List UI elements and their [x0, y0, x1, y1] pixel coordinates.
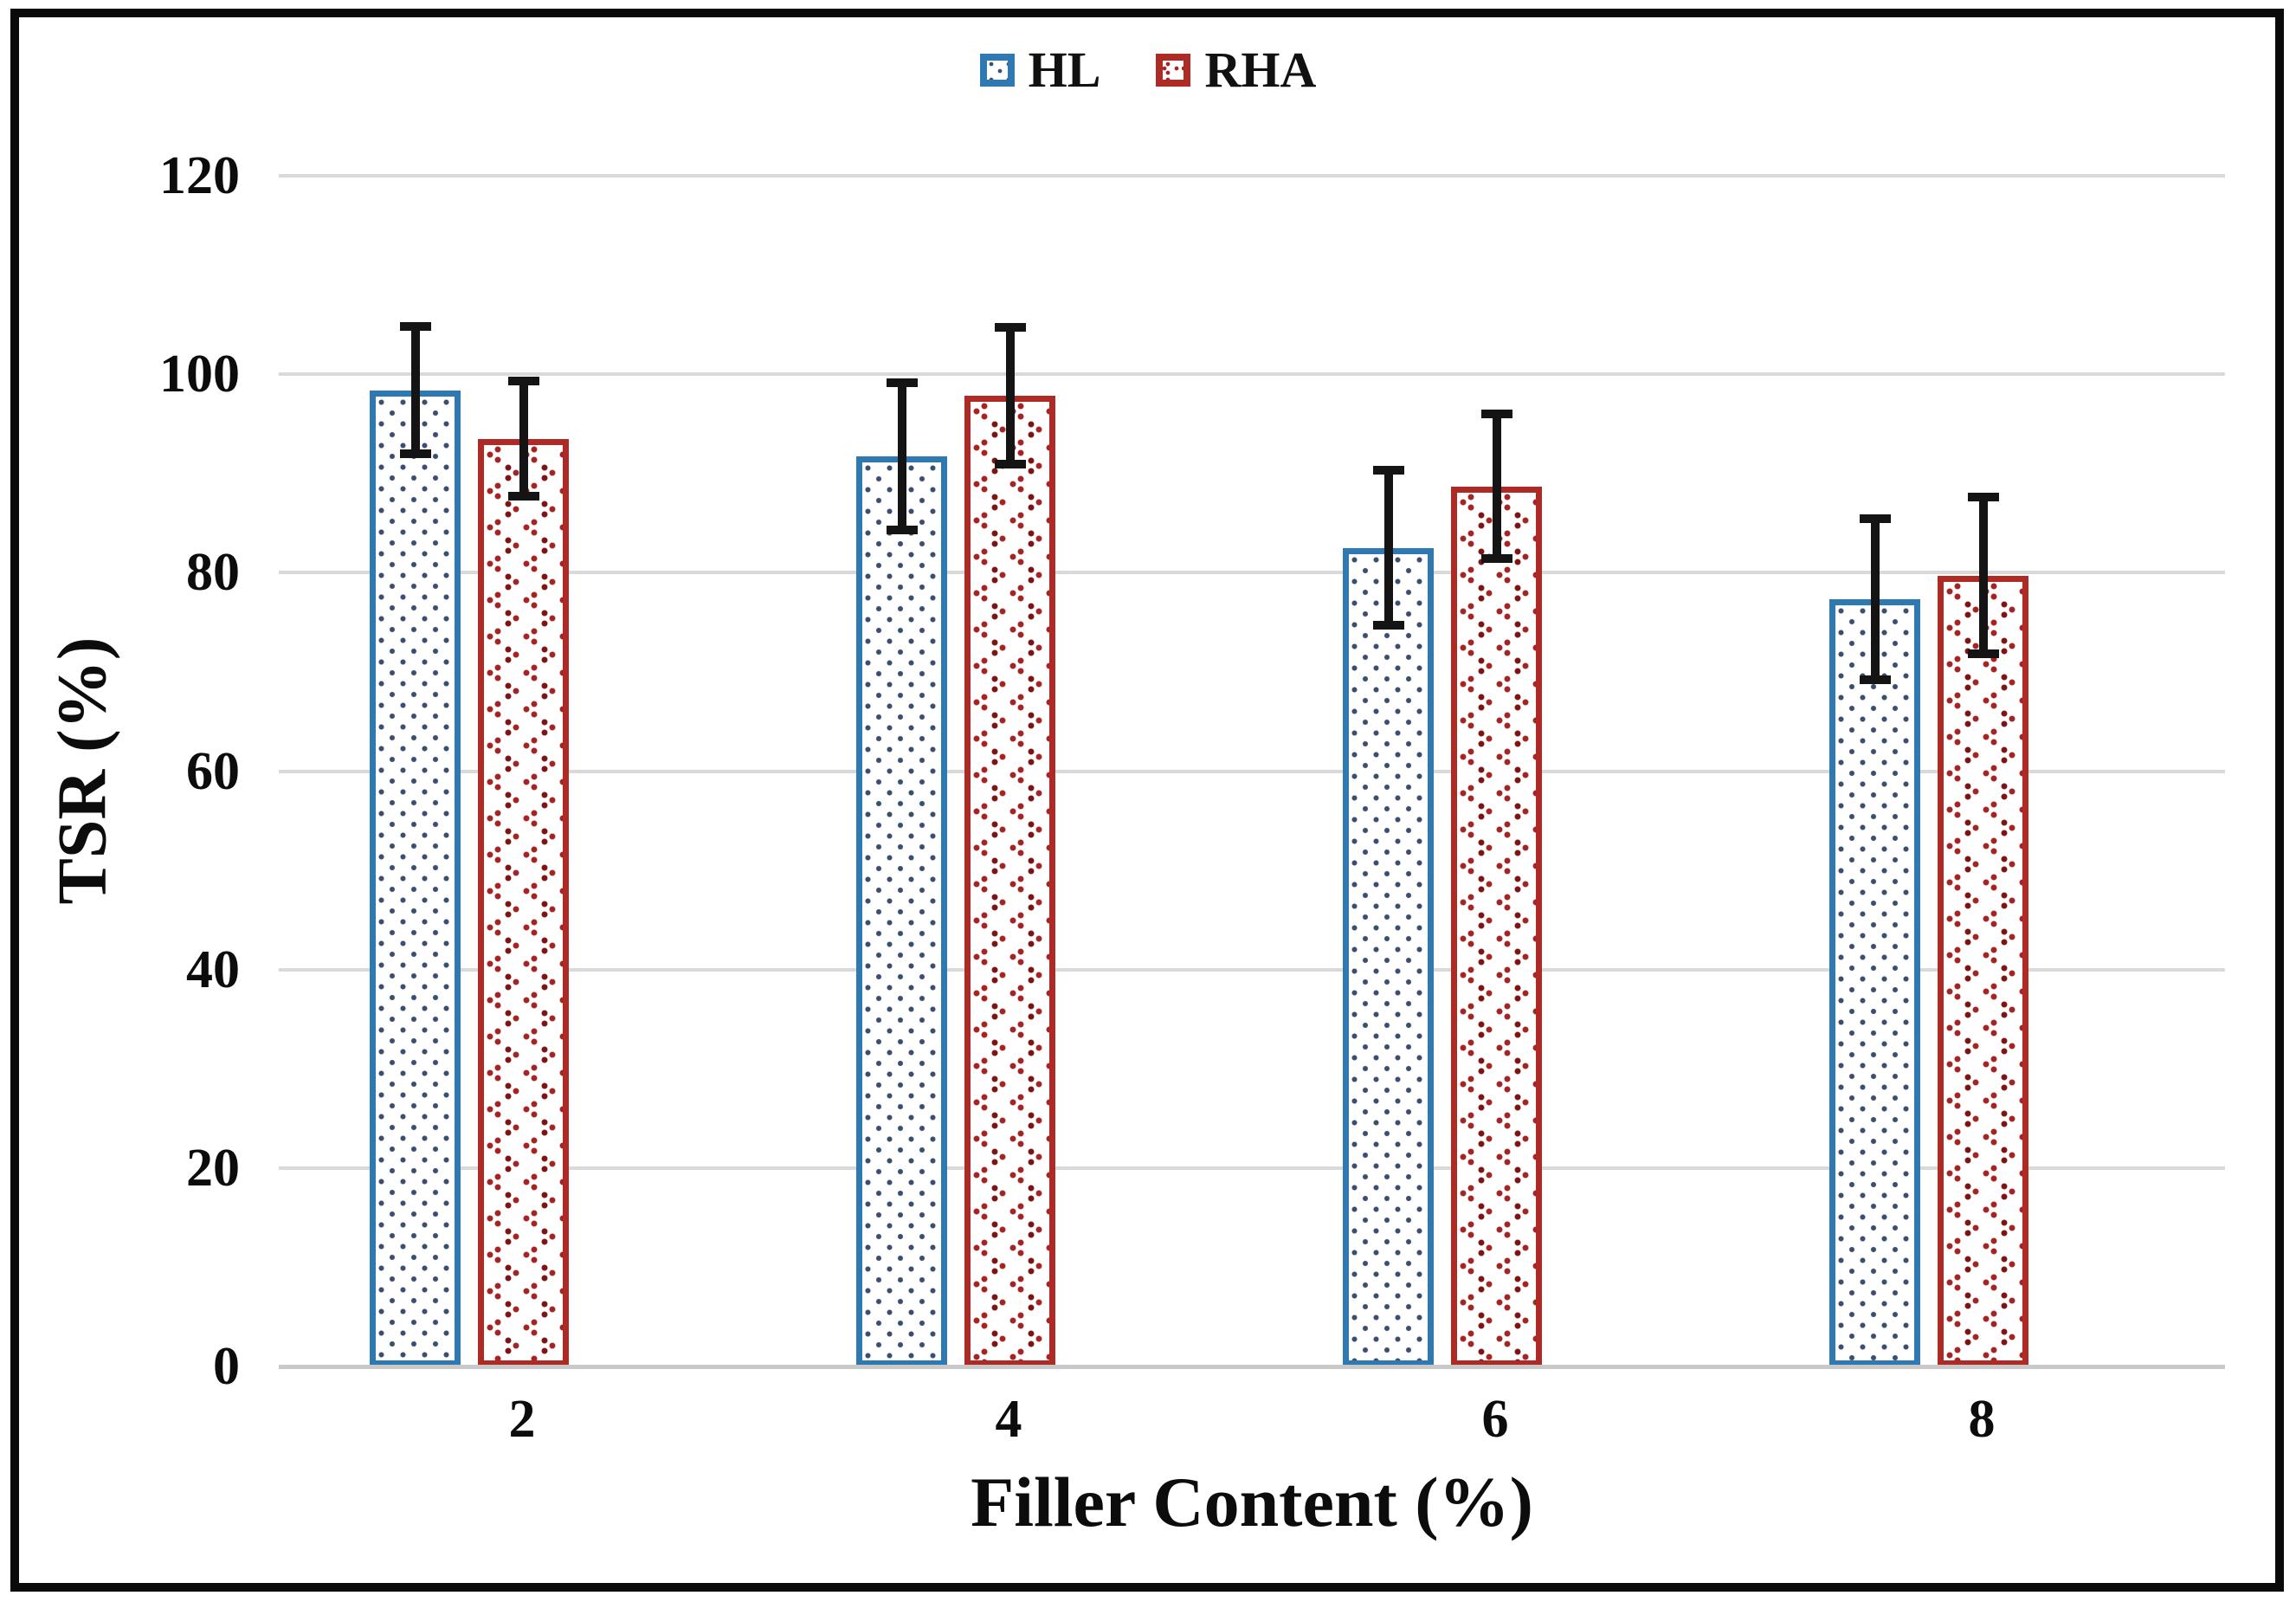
y-axis-title: TSR (%)	[44, 636, 121, 905]
error-bar-cap-top-rha-6	[1480, 410, 1512, 418]
error-bar-cap-bottom-rha-6	[1480, 554, 1512, 564]
legend: HL RHA	[0, 45, 2296, 95]
bar-hl-4	[856, 456, 947, 1366]
error-bar-cap-top-hl-2	[399, 322, 431, 332]
gridline-y-80	[279, 571, 2225, 575]
error-bar-stem-hl-6	[1383, 470, 1393, 626]
error-bar-cap-top-hl-6	[1372, 466, 1404, 475]
legend-item-hl: HL	[979, 42, 1101, 98]
error-bar-cap-top-rha-4	[994, 323, 1026, 333]
x-axis-title: Filler Content (%)	[971, 1463, 1533, 1541]
gridline-y-120	[279, 174, 2225, 178]
error-bar-cap-bottom-hl-2	[399, 449, 431, 458]
x-tick-label-4: 4	[995, 1390, 1022, 1449]
error-bar-cap-bottom-hl-6	[1372, 621, 1404, 630]
x-tick-label-8: 8	[1968, 1390, 1996, 1449]
legend-item-rha: RHA	[1156, 45, 1316, 95]
y-tick-label: 120	[159, 146, 240, 205]
x-tick-label-6: 6	[1481, 1390, 1509, 1449]
gridline-y-20	[279, 1166, 2225, 1170]
error-bar-stem-hl-8	[1870, 519, 1880, 681]
bar-rha-6	[1451, 486, 1542, 1366]
gridline-y-60	[279, 769, 2225, 773]
bar-rha-2	[478, 438, 569, 1366]
error-bar-cap-bottom-hl-4	[886, 526, 918, 535]
error-bar-stem-rha-4	[1005, 327, 1015, 465]
hl-pattern-swatch-icon	[979, 54, 1015, 87]
y-tick-label: 40	[186, 940, 240, 999]
error-bar-cap-top-rha-2	[507, 377, 539, 386]
bar-rha-8	[1938, 575, 2028, 1366]
error-bar-stem-rha-2	[519, 381, 528, 497]
error-bar-stem-hl-2	[410, 326, 420, 454]
error-bar-cap-top-hl-4	[886, 378, 918, 388]
gridline-y-40	[279, 967, 2225, 972]
error-bar-cap-top-rha-8	[1967, 493, 1999, 502]
error-bar-cap-bottom-rha-4	[994, 460, 1026, 469]
error-bar-cap-top-hl-8	[1859, 514, 1891, 524]
y-tick-label: 80	[186, 543, 240, 603]
bar-hl-6	[1343, 547, 1434, 1366]
y-tick-label: 20	[186, 1138, 240, 1198]
legend-label-hl: HL	[1028, 42, 1101, 98]
y-tick-label: 0	[213, 1337, 240, 1396]
error-bar-cap-bottom-rha-2	[507, 492, 539, 501]
bar-hl-8	[1829, 599, 1920, 1366]
bar-rha-4	[964, 396, 1055, 1366]
error-bar-cap-bottom-hl-8	[1859, 675, 1891, 685]
gridline-y-100	[279, 372, 2225, 377]
bar-hl-2	[370, 390, 461, 1366]
error-bar-stem-rha-6	[1492, 414, 1501, 559]
x-tick-label-2: 2	[508, 1390, 536, 1449]
rha-pattern-swatch-icon	[1156, 54, 1191, 87]
error-bar-stem-rha-8	[1978, 497, 1988, 655]
error-bar-stem-hl-4	[897, 383, 906, 531]
legend-label-rha: RHA	[1204, 42, 1317, 98]
y-tick-label: 100	[159, 345, 240, 404]
error-bar-cap-bottom-rha-8	[1967, 649, 1999, 659]
y-tick-label: 60	[186, 741, 240, 801]
x-axis-line	[279, 1365, 2225, 1369]
